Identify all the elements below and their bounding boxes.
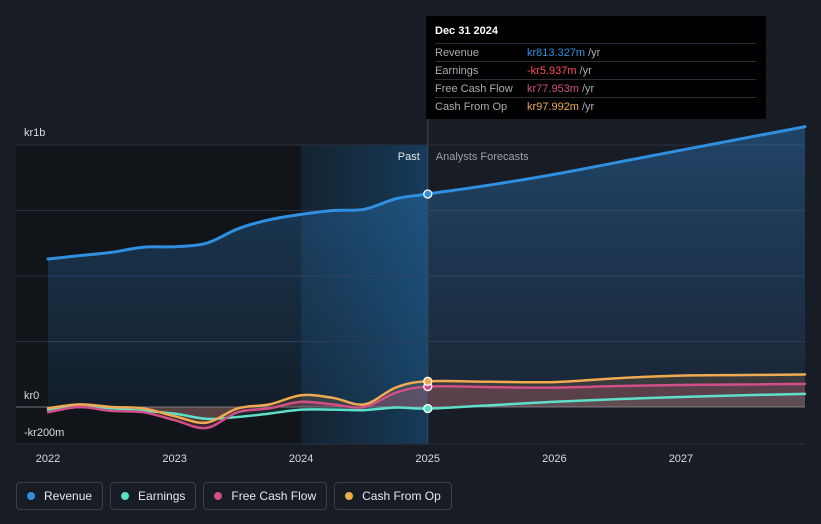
tooltip-label: Free Cash Flow bbox=[435, 82, 513, 95]
legend: Revenue Earnings Free Cash Flow Cash Fro… bbox=[16, 482, 452, 512]
legend-free-cash-flow-button[interactable]: Free Cash Flow bbox=[203, 482, 328, 510]
cash-from-op-marker bbox=[423, 376, 433, 386]
tooltip-row-cash-from-op: Cash From Op kr97.992m /yr bbox=[435, 97, 756, 115]
revenue-line bbox=[46, 125, 807, 261]
x-tick-label: 2027 bbox=[669, 453, 693, 465]
tooltip-unit: /yr bbox=[579, 64, 592, 77]
y-tick-label: kr1b bbox=[24, 127, 45, 139]
tooltip-label: Earnings bbox=[435, 64, 479, 77]
tooltip-value: kr77.953m bbox=[527, 82, 579, 95]
legend-dot-icon bbox=[27, 492, 35, 500]
revenue-area bbox=[48, 126, 805, 407]
legend-label: Free Cash Flow bbox=[231, 489, 317, 503]
earnings-line bbox=[46, 392, 807, 421]
series-lines bbox=[46, 125, 807, 430]
legend-label: Revenue bbox=[44, 489, 93, 503]
earnings-marker bbox=[423, 403, 433, 414]
legend-cash-from-op-button[interactable]: Cash From Op bbox=[334, 482, 452, 510]
x-tick-label: 2022 bbox=[36, 453, 60, 465]
axis-labels: kr1b kr0 -kr200m 2022 2023 2024 2025 2026 2027 bbox=[24, 127, 693, 465]
legend-earnings-button[interactable]: Earnings bbox=[110, 482, 197, 510]
legend-dot-icon bbox=[121, 492, 130, 500]
hover-markers bbox=[423, 189, 433, 414]
legend-revenue-button[interactable]: Revenue bbox=[16, 482, 104, 510]
forecast-label: Analysts Forecasts bbox=[436, 151, 529, 163]
tooltip-unit: /yr bbox=[581, 100, 595, 113]
tooltip-label: Cash From Op bbox=[435, 100, 508, 113]
tooltip-value: kr813.327m bbox=[527, 46, 586, 59]
cash-from-op-line bbox=[46, 373, 807, 425]
legend-label: Cash From Op bbox=[362, 489, 441, 503]
past-label: Past bbox=[398, 151, 420, 163]
free-cash-flow-line bbox=[46, 382, 807, 430]
tooltip-unit: /yr bbox=[581, 82, 595, 95]
x-tick-label: 2026 bbox=[542, 453, 566, 465]
tooltip-value: kr97.992m bbox=[527, 100, 579, 113]
legend-label: Earnings bbox=[138, 489, 186, 503]
tooltip-unit: /yr bbox=[588, 46, 601, 59]
tooltip-value: -kr5.937m bbox=[527, 64, 577, 77]
y-tick-label: kr0 bbox=[24, 390, 39, 402]
y-tick-label: -kr200m bbox=[24, 427, 64, 439]
legend-dot-icon bbox=[345, 492, 354, 500]
tooltip-date: Dec 31 2024 bbox=[435, 25, 498, 37]
legend-dot-icon bbox=[214, 492, 223, 500]
tooltip: Dec 31 2024 Revenue kr813.327m /yr Earni… bbox=[426, 16, 766, 119]
tooltip-row-earnings: Earnings -kr5.937m /yr bbox=[435, 61, 756, 79]
x-tick-label: 2024 bbox=[289, 453, 313, 465]
tooltip-row-free-cash-flow: Free Cash Flow kr77.953m /yr bbox=[435, 79, 756, 97]
tooltip-label: Revenue bbox=[435, 46, 480, 59]
tooltip-row-revenue: Revenue kr813.327m /yr bbox=[435, 43, 756, 61]
x-tick-label: 2025 bbox=[416, 453, 440, 465]
revenue-marker bbox=[423, 189, 433, 199]
x-tick-label: 2023 bbox=[162, 453, 186, 465]
